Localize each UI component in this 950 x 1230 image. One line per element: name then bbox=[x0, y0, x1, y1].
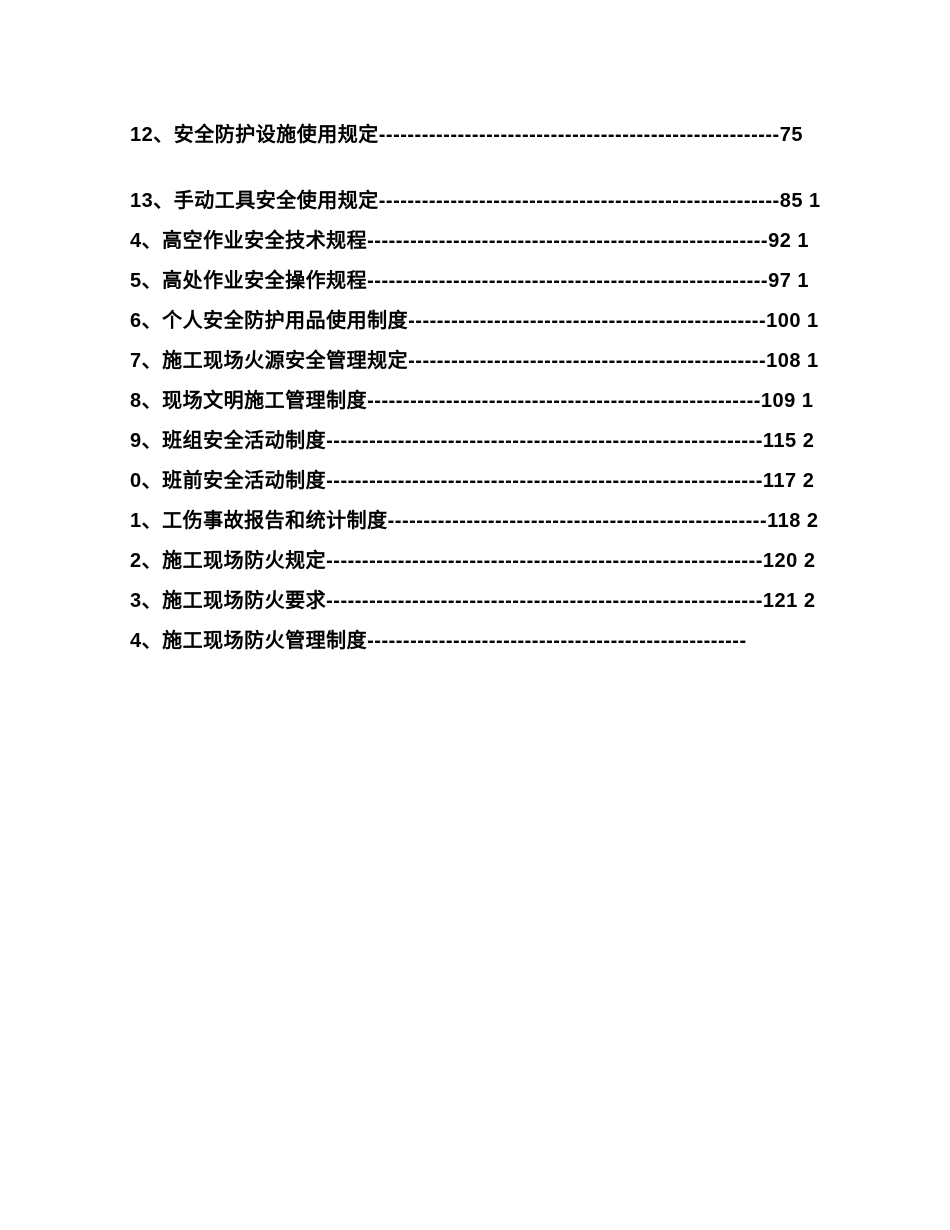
toc-block-2: 13、手动工具安全使用规定---------------------------… bbox=[130, 181, 825, 661]
toc-block-1: 12、安全防护设施使用规定---------------------------… bbox=[130, 115, 825, 155]
document-page: 12、安全防护设施使用规定---------------------------… bbox=[0, 0, 950, 1230]
toc-entry: 12、安全防护设施使用规定---------------------------… bbox=[130, 115, 825, 155]
toc-entry: 13、手动工具安全使用规定---------------------------… bbox=[130, 181, 825, 661]
